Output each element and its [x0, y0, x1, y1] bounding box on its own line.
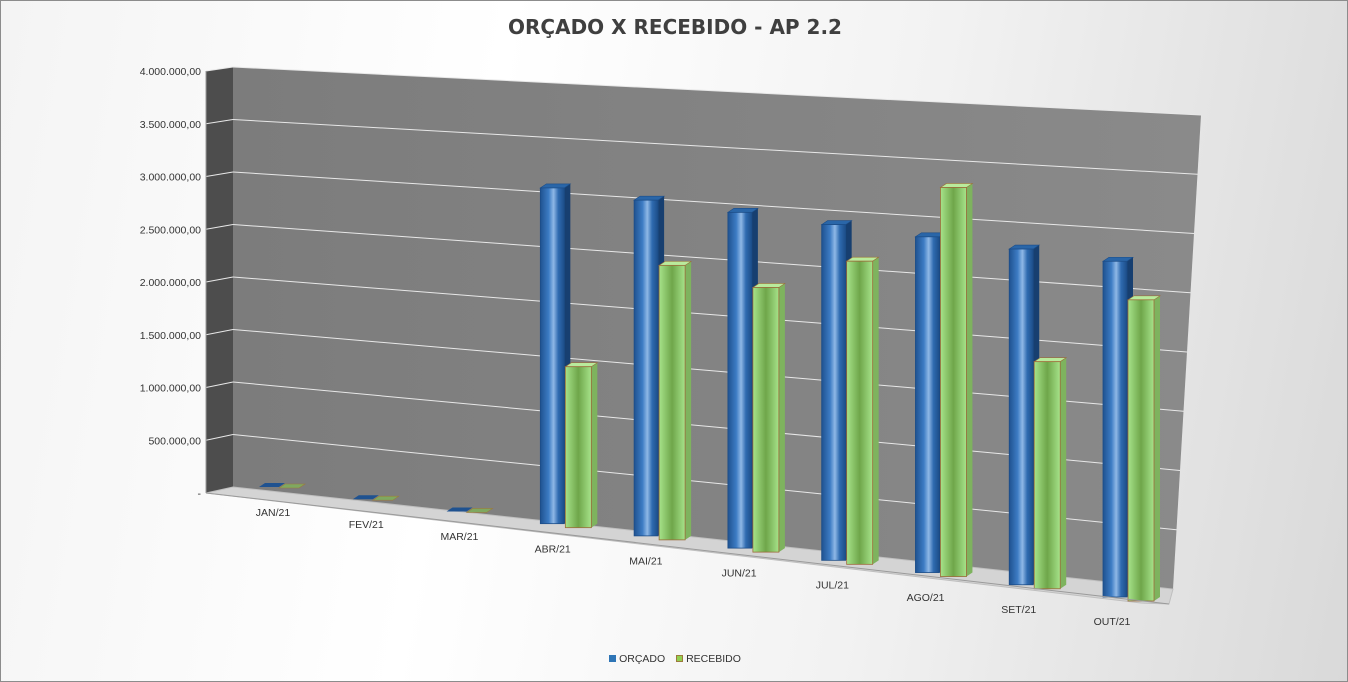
x-tick-label: JUL/21: [816, 580, 849, 592]
bar-recebido-side: [1154, 295, 1160, 601]
legend-label-orcado: ORÇADO: [619, 653, 666, 665]
legend: ORÇADO RECEBIDO: [1, 653, 1347, 665]
bar-recebido-top: [751, 283, 786, 288]
y-tick-label: 3.500.000,00: [140, 119, 201, 131]
legend-swatch-orcado: [609, 655, 617, 662]
bar-recebido: [278, 483, 306, 489]
legend-item-orcado: ORÇADO: [609, 653, 665, 665]
y-tick-label: 2.500.000,00: [140, 224, 201, 236]
y-tick-label: -: [198, 488, 202, 500]
gridline-side: [205, 119, 234, 125]
bar-recebido: [658, 264, 686, 541]
chart-title: ORÇADO X RECEBIDO - AP 2.2: [508, 15, 842, 39]
legend-swatch-recebido: [676, 655, 684, 662]
bar-recebido: [564, 366, 592, 529]
bar-orcado: [633, 199, 659, 537]
x-tick-label: JUN/21: [722, 568, 757, 580]
x-tick-label: ABR/21: [535, 543, 571, 555]
x-axis-line: [205, 492, 1170, 605]
bar-recebido-side: [966, 183, 973, 577]
y-tick-label: 2.000.000,00: [140, 277, 201, 289]
x-tick-label: SET/21: [1001, 604, 1036, 616]
floor: [205, 486, 1174, 605]
gridline: [232, 171, 1195, 234]
bar-orcado: [446, 507, 473, 512]
bar-recebido-side: [872, 257, 879, 565]
y-tick-label: 3.000.000,00: [140, 172, 201, 184]
x-tick-label: JAN/21: [256, 507, 291, 519]
x-tick-label: FEV/21: [349, 519, 384, 531]
bar-orcado: [259, 483, 285, 487]
gridline-side: [205, 66, 234, 72]
bar-recebido: [940, 187, 967, 577]
bar-orcado: [539, 187, 565, 525]
gridline: [232, 119, 1198, 175]
bar-recebido-top: [1033, 357, 1068, 362]
legend-label-recebido: RECEBIDO: [686, 653, 741, 665]
bar-recebido-side: [685, 261, 692, 540]
legend-item-recebido: RECEBIDO: [676, 653, 741, 665]
y-tick-label: 1.000.000,00: [140, 383, 201, 395]
bar-recebido-top: [845, 256, 880, 262]
bar-recebido: [846, 260, 874, 565]
bar-recebido-top: [564, 362, 599, 368]
gridline-side: [205, 224, 234, 230]
bar-orcado: [1008, 248, 1034, 586]
bar-orcado: [1102, 260, 1128, 598]
x-tick-label: OUT/21: [1094, 616, 1131, 628]
y-tick-label: 4.000.000,00: [140, 66, 201, 78]
bar-orcado: [915, 236, 940, 573]
gridline-side: [205, 381, 234, 388]
bar-recebido-side: [778, 283, 785, 553]
bar-orcado: [821, 224, 847, 561]
bar-recebido: [752, 287, 780, 553]
bar-recebido-top: [939, 183, 974, 188]
gridline-side: [205, 329, 234, 336]
x-tick-label: MAI/21: [629, 555, 662, 567]
bar-recebido-top: [1127, 295, 1161, 301]
bar-recebido: [371, 495, 400, 501]
gridline-side: [205, 171, 234, 177]
x-tick-label: AGO/21: [907, 592, 945, 604]
bar-recebido: [465, 508, 494, 513]
bar-recebido-side: [1060, 357, 1067, 589]
bar-recebido: [1127, 299, 1155, 602]
bar-recebido-side: [591, 362, 598, 528]
y-tick-label: 500.000,00: [148, 435, 201, 447]
bar-orcado: [727, 211, 753, 549]
bar-recebido: [1033, 361, 1061, 590]
y-tick-label: 1.500.000,00: [140, 330, 201, 342]
gridline: [232, 66, 1202, 116]
x-tick-label: MAR/21: [440, 531, 478, 543]
bar-recebido-top: [658, 261, 693, 266]
gridline-side: [205, 434, 234, 441]
bar-orcado: [352, 495, 379, 500]
gridline-side: [205, 276, 234, 283]
